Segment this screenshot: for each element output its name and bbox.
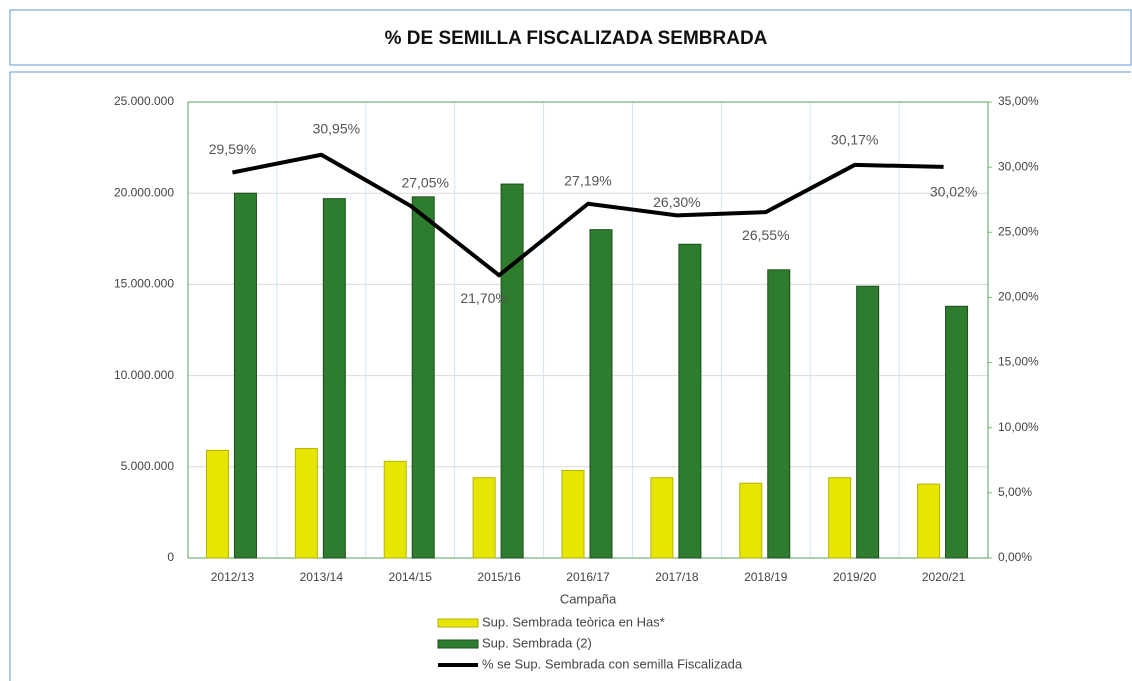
chart-title: % DE SEMILLA FISCALIZADA SEMBRADA (385, 28, 768, 49)
y-tick-label: 15.000.000 (114, 277, 174, 291)
y2-tick-label: 5,00% (998, 485, 1032, 499)
x-tick-label: 2014/15 (389, 570, 433, 584)
data-label: 21,70% (460, 290, 507, 306)
x-tick-label: 2015/16 (477, 570, 521, 584)
bar (411, 196, 435, 559)
bar (322, 198, 346, 559)
data-label: 30,02% (930, 184, 977, 200)
bar (650, 477, 674, 559)
x-tick-label: 2017/18 (655, 570, 699, 584)
bar (739, 482, 763, 559)
title-box (9, 9, 1132, 66)
data-label: 27,19% (564, 172, 611, 188)
bar (945, 305, 969, 559)
line (232, 152, 944, 278)
y2-tick-label: 15,00% (998, 355, 1039, 369)
bar (500, 183, 524, 559)
data-label: 30,95% (313, 120, 360, 136)
bar (294, 448, 318, 559)
x-tick-label: 2020/21 (922, 570, 966, 584)
bar (917, 483, 941, 559)
y-tick-label: 25.000.000 (114, 94, 174, 108)
bar (767, 269, 791, 559)
data-label: 26,55% (742, 227, 789, 243)
y-tick-label: 10.000.000 (114, 368, 174, 382)
plot-border (187, 101, 989, 559)
bar (383, 460, 407, 559)
data-label: 27,05% (401, 174, 448, 190)
bar (233, 192, 257, 559)
data-label: 29,59% (209, 141, 256, 157)
y2-tick-label: 20,00% (998, 290, 1039, 304)
data-label: 26,30% (653, 194, 700, 210)
bar (828, 477, 852, 559)
legend-swatch (437, 639, 479, 649)
y2-tick-label: 0,00% (998, 550, 1032, 564)
x-axis-title: Campaña (560, 591, 617, 606)
y2-tick-label: 35,00% (998, 94, 1039, 108)
bar (561, 469, 585, 559)
bar (856, 285, 880, 559)
x-tick-label: 2016/17 (566, 570, 610, 584)
legend-label: % se Sup. Sembrada con semilla Fiscaliza… (482, 656, 743, 671)
x-tick-label: 2019/20 (833, 570, 877, 584)
data-label: 30,17% (831, 132, 878, 148)
legend-swatch (437, 618, 479, 628)
chart-box (9, 71, 1131, 681)
bar (678, 243, 702, 559)
legend-label: Sup. Sembrada teòrica en Has* (482, 614, 665, 629)
y-tick-label: 20.000.000 (114, 185, 174, 199)
legend-label: Sup. Sembrada (2) (482, 635, 592, 650)
x-tick-label: 2018/19 (744, 570, 788, 584)
x-tick-label: 2012/13 (211, 570, 255, 584)
bar (472, 477, 496, 559)
y-tick-label: 5.000.000 (121, 459, 175, 473)
bar (205, 449, 229, 559)
y2-tick-label: 30,00% (998, 159, 1039, 173)
y2-tick-label: 25,00% (998, 224, 1039, 238)
bar (589, 229, 613, 559)
y2-tick-label: 10,00% (998, 420, 1039, 434)
y-tick-label: 0 (167, 550, 174, 564)
x-tick-label: 2013/14 (300, 570, 344, 584)
